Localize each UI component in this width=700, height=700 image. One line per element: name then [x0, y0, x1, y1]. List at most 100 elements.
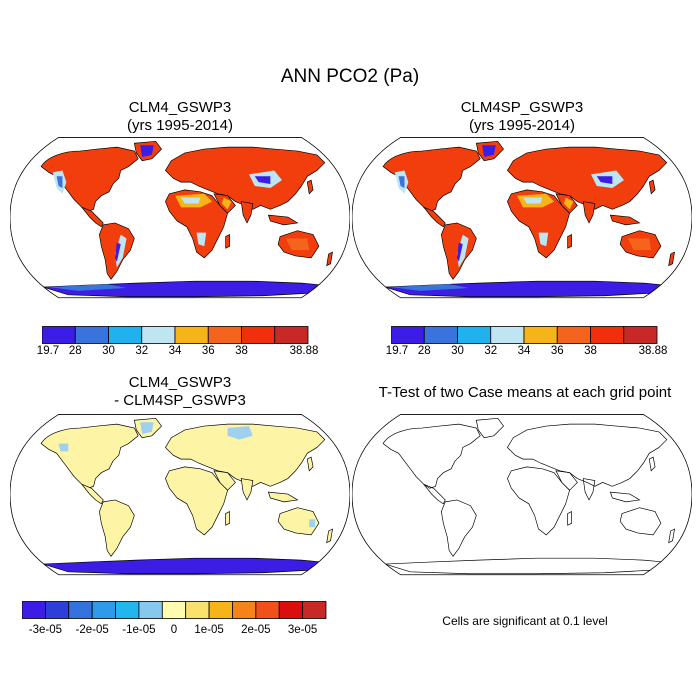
colorbar-tick-label: 38 [235, 345, 248, 357]
colorbar-tick-label: 32 [484, 345, 498, 357]
land-ca [81, 206, 104, 228]
land-in [240, 201, 254, 224]
colorbar-2 [391, 326, 658, 344]
colorbar-absolute-swatch [108, 326, 143, 344]
land-nz [326, 251, 333, 267]
land-ea [506, 423, 668, 487]
land-sea [609, 491, 641, 503]
colorbar-difference-swatch [302, 601, 327, 619]
land-absolute-2 [382, 140, 675, 298]
colorbar-tick-label: 2e-05 [241, 624, 271, 636]
colorbar-tick-label: 28 [68, 345, 82, 357]
land-jp [648, 456, 656, 472]
colorbar-absolute-swatch [74, 326, 109, 344]
map-panel-4 [352, 414, 692, 576]
land-jp [648, 179, 656, 195]
panel-3-title-line2: - CLM4SP_GSWP3 [114, 392, 246, 409]
difference-zone [140, 422, 154, 434]
land-in [582, 201, 596, 224]
colorbar-tick-label: 30 [102, 345, 115, 357]
difference-zone [309, 519, 316, 528]
land-nz [668, 251, 675, 267]
land-outline [382, 417, 675, 575]
colorbar-tick-label: 30 [451, 345, 464, 357]
land-sea [609, 214, 641, 226]
colorbar-absolute-swatch [42, 326, 76, 344]
pco2-zone [180, 197, 201, 204]
pco2-zone [482, 145, 496, 157]
map-panel-1 [10, 137, 350, 299]
land-antarctica [42, 557, 324, 575]
land-mg [567, 234, 573, 249]
colorbar-3 [22, 601, 327, 619]
significance-note: Cells are significant at 0.1 level [442, 614, 608, 628]
colorbar-absolute-swatch [490, 326, 525, 344]
land-au [619, 507, 662, 536]
colorbar-tick-label: 19.7 [36, 345, 60, 357]
land-ar [555, 470, 578, 491]
colorbar-absolute-swatch [241, 326, 276, 344]
map-panel-3 [10, 414, 350, 576]
colorbar-difference-swatch [278, 601, 304, 619]
land-ca [423, 483, 446, 505]
colorbar-tick-label: -2e-05 [75, 624, 109, 636]
pco2-zone [563, 197, 574, 210]
panel-3-title-line1: CLM4_GSWP3 [128, 374, 232, 391]
colorbar-absolute-swatch [391, 326, 425, 344]
colorbar-absolute-swatch [457, 326, 492, 344]
colorbar-tick-label: 38 [584, 345, 597, 357]
colorbar-difference-swatch [232, 601, 257, 619]
colorbar-difference-swatch [22, 601, 46, 619]
antarctic-fringe [390, 284, 469, 291]
colorbar-tick-label: 3e-05 [287, 624, 318, 636]
land-sa [440, 499, 477, 557]
colorbar-difference-swatch [185, 601, 210, 619]
land-nz [326, 528, 333, 544]
land-an [384, 557, 666, 575]
colorbar-absolute-swatch [207, 326, 242, 344]
colorbar-absolute-swatch [423, 326, 458, 344]
difference-zone [58, 443, 69, 452]
map-panel-2 [352, 137, 692, 299]
land-ca [423, 206, 446, 228]
colorbar-tick-label: 38.88 [638, 345, 668, 357]
panel-2-title: CLM4SP_GSWP3 (yrs 1995-2014) [357, 99, 687, 135]
colorbar-absolute-swatch [623, 326, 658, 344]
pco2-zone [538, 232, 549, 247]
colorbar-difference-swatch [161, 601, 187, 619]
panel-4-title: T-Test of two Case means at each grid po… [378, 384, 672, 401]
colorbar-tick-label: 34 [517, 345, 531, 357]
map-border [10, 137, 350, 299]
land-af [506, 466, 571, 536]
difference-zone [227, 426, 253, 440]
pco2-zone [285, 238, 310, 251]
colorbar-tick-label: 1e-05 [194, 624, 224, 636]
land-ca [81, 483, 104, 505]
pco2-zone [522, 197, 543, 204]
land-sea [267, 214, 299, 226]
colorbar-absolute-swatch [590, 326, 625, 344]
land-absolute-1 [40, 140, 333, 298]
panel-3-title: CLM4_GSWP3 - CLM4SP_GSWP3 [15, 374, 345, 410]
colorbar-absolute-swatch [274, 326, 309, 344]
pco2-zone [114, 242, 121, 262]
pco2-zone [398, 176, 405, 188]
colorbar-difference-swatch [91, 601, 116, 619]
figure-title: ANN PCO2 (Pa) [280, 66, 420, 87]
colorbar-3-labels: -3e-05 -2e-05 -1e-05 0 1e-05 2e-05 3e-05 [22, 624, 328, 640]
colorbar-tick-label: 28 [417, 345, 431, 357]
land-na [382, 423, 481, 489]
land-mg [225, 511, 231, 526]
map-border [10, 414, 350, 576]
pco2-zone [221, 197, 232, 210]
land-mg [567, 511, 573, 526]
panel-2-title-line1: CLM4SP_GSWP3 [460, 99, 584, 116]
map-border [352, 414, 692, 576]
colorbar-tick-label: -1e-05 [122, 624, 156, 636]
pco2-zone [140, 145, 154, 157]
land-na [40, 423, 139, 489]
pco2-zone [627, 238, 652, 251]
pco2-zone [196, 232, 207, 247]
land-mg [225, 234, 231, 249]
land-difference [40, 417, 333, 575]
